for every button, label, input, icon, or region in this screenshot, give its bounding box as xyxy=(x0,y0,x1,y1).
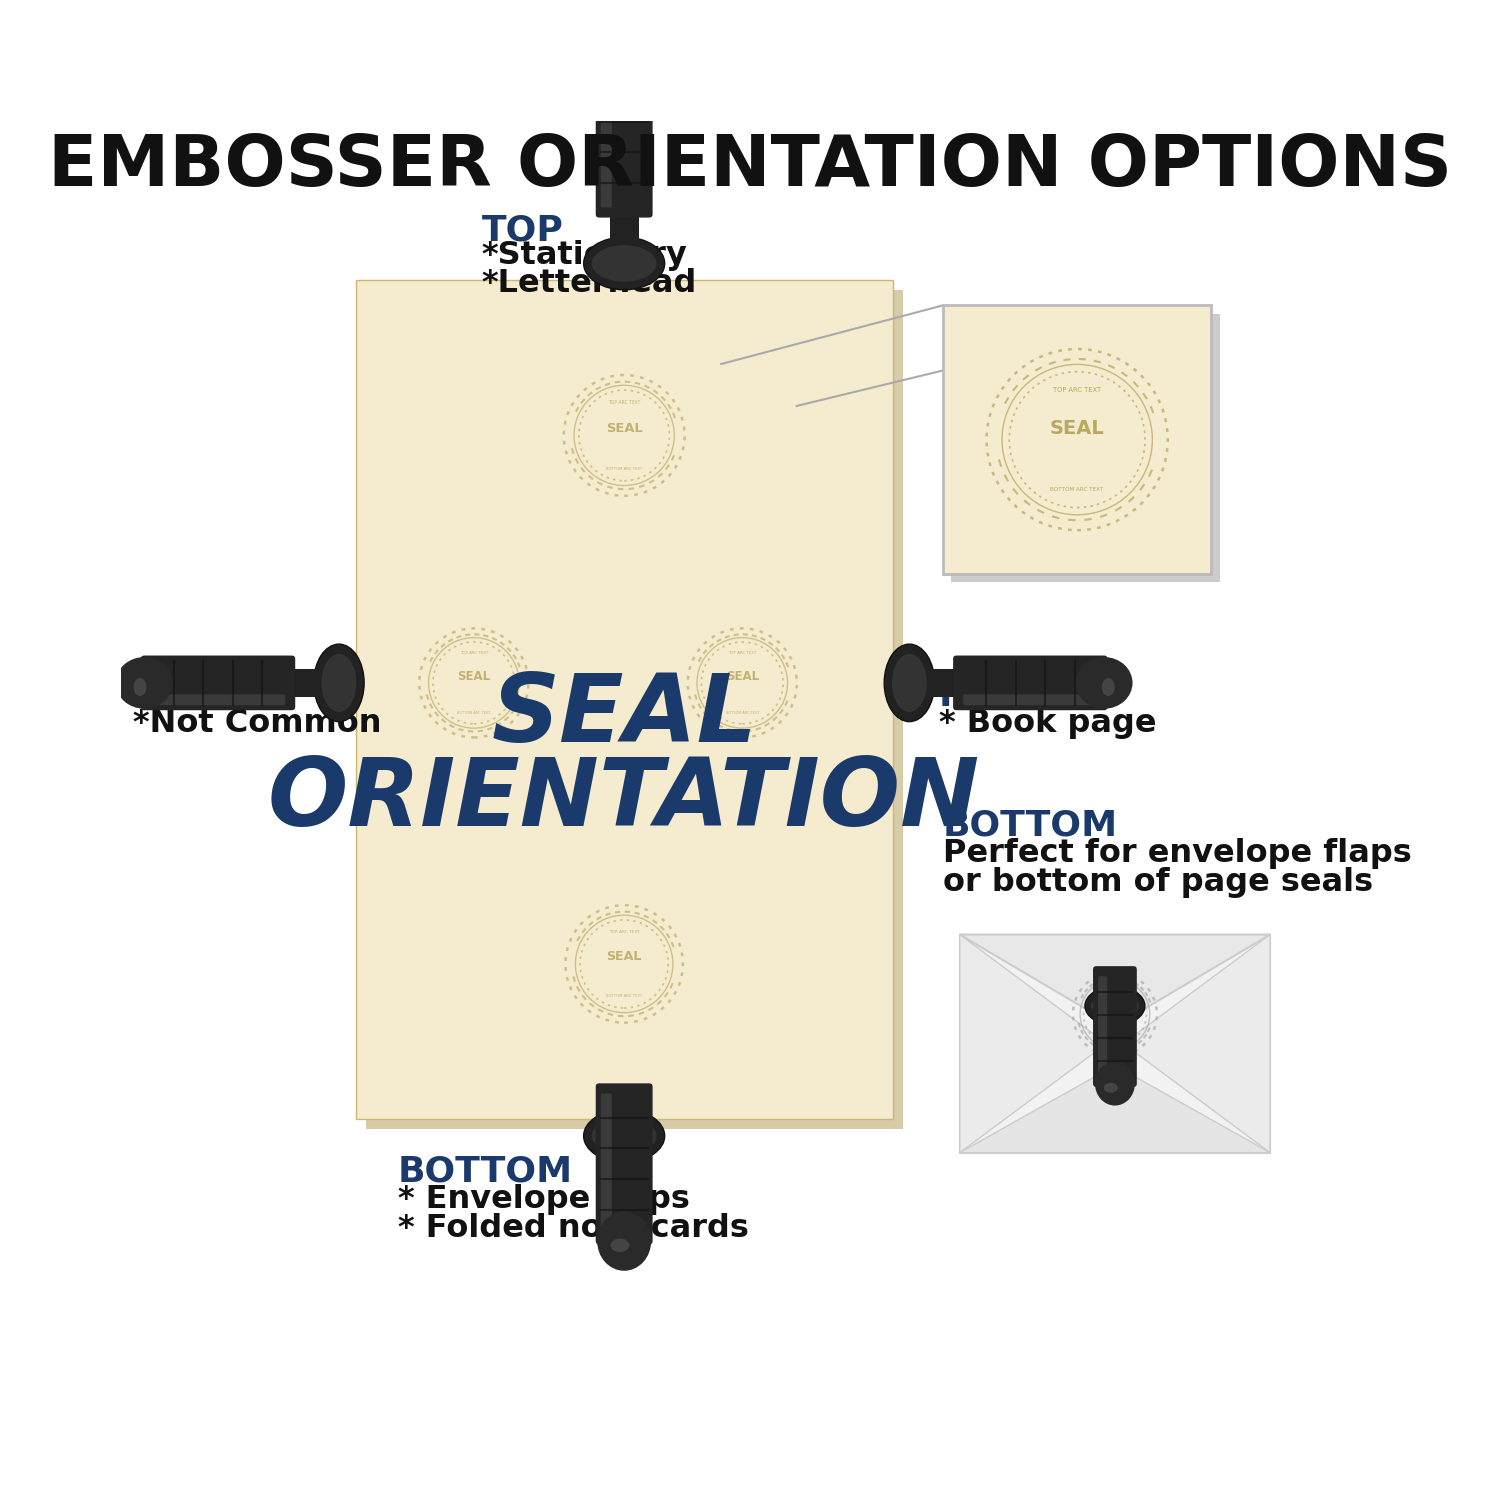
Ellipse shape xyxy=(116,657,172,708)
Text: BOTTOM ARC TEXT: BOTTOM ARC TEXT xyxy=(726,711,759,716)
FancyBboxPatch shape xyxy=(602,1094,612,1234)
Bar xyxy=(960,934,1270,1152)
Polygon shape xyxy=(960,1065,1270,1152)
Ellipse shape xyxy=(1095,1062,1136,1106)
Text: TOP ARC TEXT: TOP ARC TEXT xyxy=(728,651,756,656)
Text: * Folded note cards: * Folded note cards xyxy=(398,1214,748,1243)
Text: EMBOSSER ORIENTATION OPTIONS: EMBOSSER ORIENTATION OPTIONS xyxy=(48,132,1452,201)
Text: * Book page: * Book page xyxy=(939,708,1156,740)
Ellipse shape xyxy=(610,1239,630,1252)
Ellipse shape xyxy=(1104,1083,1118,1094)
Ellipse shape xyxy=(591,1118,657,1154)
FancyBboxPatch shape xyxy=(1098,976,1107,1077)
Text: *Stationery: *Stationery xyxy=(482,240,687,272)
FancyBboxPatch shape xyxy=(602,66,612,207)
Ellipse shape xyxy=(1102,678,1114,696)
Text: BOTTOM ARC TEXT: BOTTOM ARC TEXT xyxy=(606,466,642,471)
Text: TOP: TOP xyxy=(482,213,564,248)
FancyBboxPatch shape xyxy=(1104,1022,1125,1042)
Ellipse shape xyxy=(597,30,651,90)
FancyBboxPatch shape xyxy=(928,669,957,696)
Bar xyxy=(951,314,1220,582)
Ellipse shape xyxy=(1090,993,1138,1020)
Text: SEAL: SEAL xyxy=(1102,1005,1128,1014)
Polygon shape xyxy=(960,934,1270,1026)
Text: BOTTOM ARC TEXT: BOTTOM ARC TEXT xyxy=(1050,488,1104,492)
Polygon shape xyxy=(1124,934,1270,1152)
Text: TOP ARC TEXT: TOP ARC TEXT xyxy=(608,399,640,405)
Polygon shape xyxy=(960,934,1107,1152)
Text: BOTTOM: BOTTOM xyxy=(944,808,1118,843)
Text: Perfect for envelope flaps: Perfect for envelope flaps xyxy=(944,839,1412,868)
Text: *Letterhead: *Letterhead xyxy=(482,267,698,298)
Ellipse shape xyxy=(314,644,364,722)
Text: SEAL: SEAL xyxy=(606,951,642,963)
Text: TOP ARC TEXT: TOP ARC TEXT xyxy=(1102,988,1128,993)
Bar xyxy=(356,280,892,1119)
FancyBboxPatch shape xyxy=(609,214,639,243)
Text: SEAL: SEAL xyxy=(490,670,758,762)
Ellipse shape xyxy=(584,1110,664,1162)
Text: or bottom of page seals: or bottom of page seals xyxy=(944,867,1372,898)
Text: SEAL: SEAL xyxy=(458,670,490,682)
Text: * Envelope flaps: * Envelope flaps xyxy=(398,1184,690,1215)
FancyBboxPatch shape xyxy=(141,656,296,710)
Ellipse shape xyxy=(1084,987,1144,1026)
Ellipse shape xyxy=(610,50,630,63)
Text: SEAL: SEAL xyxy=(1050,419,1104,438)
Text: RIGHT: RIGHT xyxy=(939,678,1065,712)
Text: BOTTOM ARC TEXT: BOTTOM ARC TEXT xyxy=(1098,1035,1131,1040)
Text: SEAL: SEAL xyxy=(726,670,759,682)
Text: *Not Common: *Not Common xyxy=(134,708,382,740)
FancyBboxPatch shape xyxy=(609,1156,639,1185)
Bar xyxy=(366,291,903,1130)
Ellipse shape xyxy=(321,654,357,712)
Text: SEAL: SEAL xyxy=(606,422,642,435)
Text: TOP ARC TEXT: TOP ARC TEXT xyxy=(1053,387,1101,393)
Ellipse shape xyxy=(597,1212,651,1270)
Text: BOTTOM ARC TEXT: BOTTOM ARC TEXT xyxy=(606,994,642,998)
Ellipse shape xyxy=(591,244,657,282)
FancyBboxPatch shape xyxy=(1094,966,1137,1088)
FancyBboxPatch shape xyxy=(952,656,1107,710)
Ellipse shape xyxy=(884,644,934,722)
FancyBboxPatch shape xyxy=(596,57,652,217)
FancyBboxPatch shape xyxy=(963,694,1098,705)
Text: BOTTOM: BOTTOM xyxy=(398,1155,573,1188)
FancyBboxPatch shape xyxy=(292,669,320,696)
Text: TOP ARC TEXT: TOP ARC TEXT xyxy=(459,651,488,656)
Text: ORIENTATION: ORIENTATION xyxy=(268,754,981,846)
FancyBboxPatch shape xyxy=(152,694,285,705)
Text: TOP ARC TEXT: TOP ARC TEXT xyxy=(609,930,639,933)
FancyBboxPatch shape xyxy=(596,1083,652,1245)
Ellipse shape xyxy=(584,237,664,290)
Ellipse shape xyxy=(892,654,927,712)
Ellipse shape xyxy=(134,678,147,696)
Ellipse shape xyxy=(1076,657,1132,708)
Text: LEFT: LEFT xyxy=(134,678,231,712)
Bar xyxy=(944,306,1212,574)
Text: BOTTOM ARC TEXT: BOTTOM ARC TEXT xyxy=(458,711,490,716)
